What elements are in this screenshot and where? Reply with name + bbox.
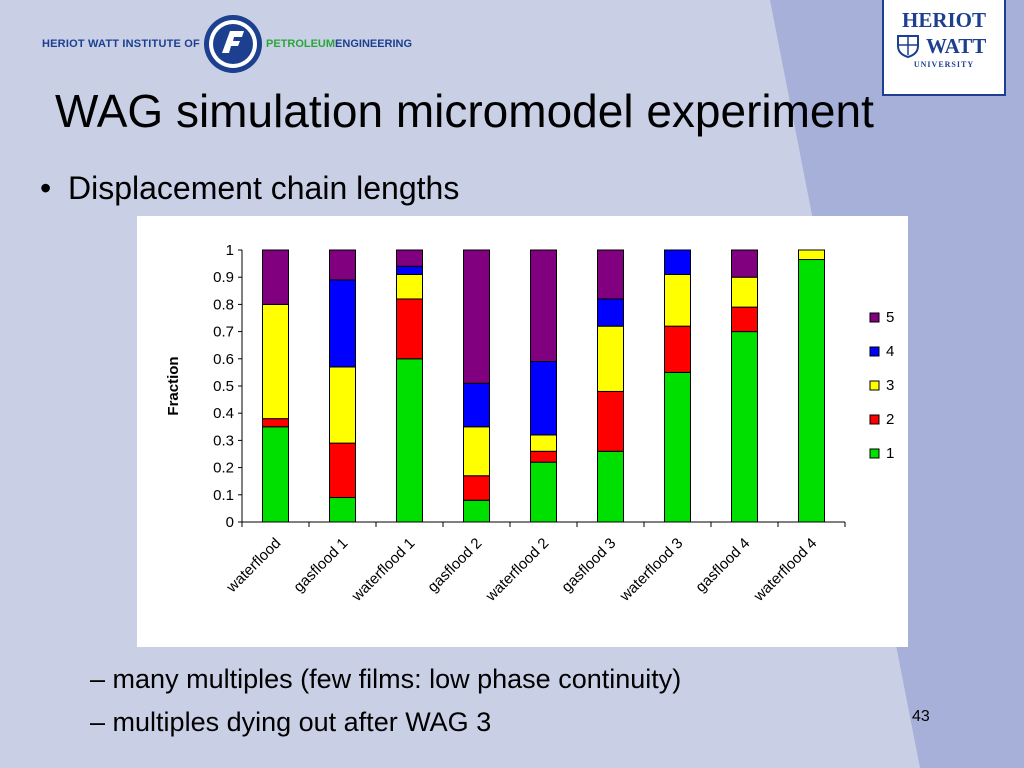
university-logo: HERIOT WATT UNIVERSITY — [882, 0, 1006, 96]
bar-segment-series-2 — [664, 325, 691, 373]
y-tick-label: 1 — [226, 242, 234, 259]
bar-segment-series-2 — [262, 418, 289, 428]
bar-segment-series-2 — [396, 298, 423, 360]
bar-segment-series-3 — [262, 303, 289, 420]
shield-icon — [897, 35, 919, 58]
bar-segment-series-1 — [731, 331, 758, 523]
institute-logo: HERIOT WATT INSTITUTE OF PETROLEUMENGINE… — [42, 14, 412, 74]
y-tick-label: 0.4 — [213, 405, 234, 422]
bar-segment-series-2 — [530, 450, 557, 463]
bar-segment-series-1 — [597, 450, 624, 523]
institute-name-left: HERIOT WATT INSTITUTE OF — [42, 38, 200, 50]
bar-segment-series-1 — [262, 426, 289, 523]
x-tick-label: gasflood 1 — [290, 535, 351, 596]
legend-label: 2 — [886, 411, 894, 428]
sub-bullet-symbol: – — [90, 664, 106, 694]
bar-segment-series-4 — [463, 382, 490, 428]
y-tick-label: 0.8 — [213, 296, 234, 313]
x-tick-label: waterflood — [223, 535, 285, 597]
stacked-bar-chart: 0 0.1 0.2 0.3 0.4 0.5 0.6 0.7 0.8 0.9 1 Fraction wat… — [165, 242, 894, 606]
bar-segment-series-3 — [597, 325, 624, 392]
sub-bullet-2-text: multiples dying out after WAG 3 — [112, 707, 492, 737]
bar-segment-series-4 — [329, 279, 356, 368]
university-logo-line2: WATT — [926, 34, 987, 58]
bar-segment-series-1 — [664, 371, 691, 523]
legend-swatch-series-1 — [869, 448, 880, 459]
y-tick-label: 0.9 — [213, 269, 234, 286]
chart-panel: 0 0.1 0.2 0.3 0.4 0.5 0.6 0.7 0.8 0.9 1 Fraction wat… — [137, 216, 908, 647]
y-tick-label: 0.7 — [213, 324, 234, 341]
legend-swatch-series-5 — [869, 312, 880, 323]
bar-segment-series-3 — [530, 434, 557, 452]
bar-segment-series-4 — [664, 249, 691, 275]
x-tick-label: waterflood 4 — [750, 535, 821, 606]
bar-segment-series-5 — [463, 249, 490, 384]
y-tick-label: 0.2 — [213, 460, 234, 477]
legend-label: 5 — [886, 309, 894, 326]
bar-segment-series-1 — [798, 259, 825, 523]
bar-segment-series-3 — [396, 273, 423, 300]
bar-segment-series-3 — [329, 366, 356, 444]
legend-swatch-series-4 — [869, 346, 880, 357]
bullet-symbol: • — [40, 170, 52, 206]
bar-segment-series-2 — [463, 475, 490, 501]
bar-segment-series-2 — [597, 390, 624, 452]
y-tick-label: 0.5 — [213, 378, 234, 395]
bar-segment-series-5 — [329, 249, 356, 281]
y-axis-label: Fraction — [165, 356, 182, 415]
ipe-emblem-icon — [203, 15, 262, 73]
bar-segment-series-3 — [463, 426, 490, 477]
bar-segment-series-3 — [798, 249, 825, 261]
bar-segment-series-5 — [530, 249, 557, 363]
x-tick-label: waterflood 3 — [616, 535, 687, 606]
main-bullet-text: Displacement chain lengths — [68, 170, 460, 206]
bar-segment-series-2 — [731, 306, 758, 333]
legend-swatch-series-3 — [869, 380, 880, 391]
slide-title: WAG simulation micromodel experiment — [55, 85, 874, 137]
sub-bullet-2: – multiples dying out after WAG 3 — [90, 707, 491, 738]
bar-segment-series-4 — [530, 361, 557, 436]
y-tick-label: 0.3 — [213, 432, 234, 449]
page-number: 43 — [912, 708, 930, 725]
sub-bullet-1-text: many multiples (few films: low phase con… — [112, 664, 682, 694]
main-bullet: • Displacement chain lengths — [40, 170, 459, 207]
x-tick-label: waterflood 1 — [348, 535, 419, 606]
x-tick-label: gasflood 3 — [558, 535, 619, 596]
bar-segment-series-5 — [262, 249, 289, 305]
bar-segment-series-1 — [329, 497, 356, 523]
university-logo-line3: UNIVERSITY — [913, 60, 975, 69]
x-tick-label: gasflood 4 — [692, 535, 753, 596]
bar-segment-series-4 — [597, 298, 624, 327]
bar-segment-series-5 — [396, 249, 423, 267]
x-tick-label: waterflood 2 — [482, 535, 553, 606]
legend-swatch-series-2 — [869, 414, 880, 425]
university-logo-line1: HERIOT — [901, 8, 987, 32]
bar-segment-series-1 — [530, 461, 557, 523]
y-tick-label: 0 — [226, 514, 234, 531]
bar-segment-series-5 — [597, 249, 624, 300]
bar-segment-series-1 — [396, 358, 423, 523]
bar-segment-series-3 — [731, 276, 758, 308]
sub-bullet-1: – many multiples (few films: low phase c… — [90, 664, 681, 695]
bar-segment-series-3 — [664, 273, 691, 327]
legend-label: 3 — [886, 377, 894, 394]
bar-segment-series-1 — [463, 499, 490, 523]
bar-segment-series-5 — [731, 249, 758, 278]
y-tick-label: 0.6 — [213, 351, 234, 368]
institute-name-right: PETROLEUMENGINEERING — [265, 38, 413, 50]
bar-segment-series-2 — [329, 442, 356, 499]
sub-bullet-symbol: – — [90, 707, 106, 737]
y-tick-label: 0.1 — [213, 487, 234, 504]
bar-segment-series-4 — [396, 265, 423, 275]
legend-label: 4 — [886, 343, 894, 360]
legend-label: 1 — [886, 445, 894, 462]
x-tick-label: gasflood 2 — [424, 535, 485, 596]
